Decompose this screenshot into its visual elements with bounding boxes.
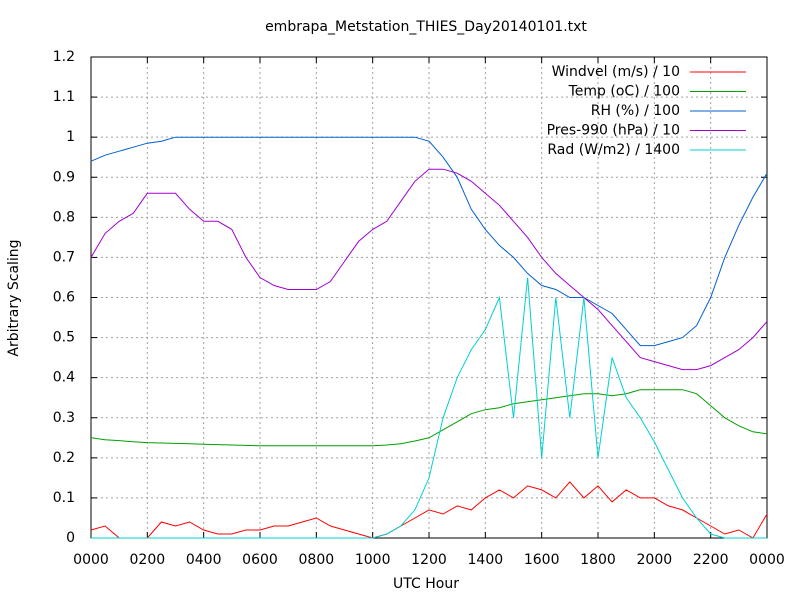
x-tick-label: 0000	[749, 552, 785, 568]
x-tick-label: 1000	[355, 552, 391, 568]
series-line	[90, 136, 768, 347]
y-tick-label: 0.9	[53, 169, 75, 185]
x-tick-label: 2000	[637, 552, 673, 568]
y-tick-label: 0.8	[53, 209, 75, 225]
x-tick-label: 0400	[186, 552, 222, 568]
series-line	[90, 168, 768, 371]
y-tick-label: 0.6	[53, 290, 75, 306]
x-tick-label: 0200	[130, 552, 166, 568]
y-tick-label: 0.4	[53, 370, 75, 386]
x-tick-label: 0800	[299, 552, 335, 568]
y-axis-label: Arbitrary Scaling	[6, 239, 22, 356]
y-tick-label: 1.1	[53, 89, 75, 105]
y-tick-label: 1	[66, 129, 75, 145]
plot-frame	[90, 56, 768, 539]
y-tick-label: 1.2	[53, 49, 75, 65]
legend-label: Pres-990 (hPa) / 10	[547, 123, 680, 139]
series-line	[91, 277, 767, 539]
x-axis-label: UTC Hour	[393, 576, 459, 592]
x-tick-label: 0600	[242, 552, 278, 568]
x-tick-label: 1200	[411, 552, 447, 568]
y-tick-label: 0	[66, 530, 75, 546]
legend-label: Rad (W/m2) / 1400	[547, 142, 680, 158]
series-line	[90, 389, 768, 447]
series-line	[90, 481, 768, 539]
legend-label: Temp (oC) / 100	[568, 84, 680, 100]
x-tick-label: 2200	[693, 552, 729, 568]
x-tick-label: 1600	[524, 552, 560, 568]
y-tick-label: 0.3	[53, 410, 75, 426]
y-tick-label: 0.5	[53, 330, 75, 346]
x-tick-label: 0000	[73, 552, 109, 568]
y-tick-label: 0.7	[53, 249, 75, 265]
y-tick-label: 0.1	[53, 490, 75, 506]
chart-title: embrapa_Metstation_THIES_Day20140101.txt	[265, 19, 587, 35]
x-tick-label: 1400	[468, 552, 504, 568]
legend-label: RH (%) / 100	[591, 103, 680, 119]
x-tick-label: 1800	[580, 552, 616, 568]
y-tick-label: 0.2	[53, 450, 75, 466]
legend-label: Windvel (m/s) / 10	[552, 64, 680, 80]
